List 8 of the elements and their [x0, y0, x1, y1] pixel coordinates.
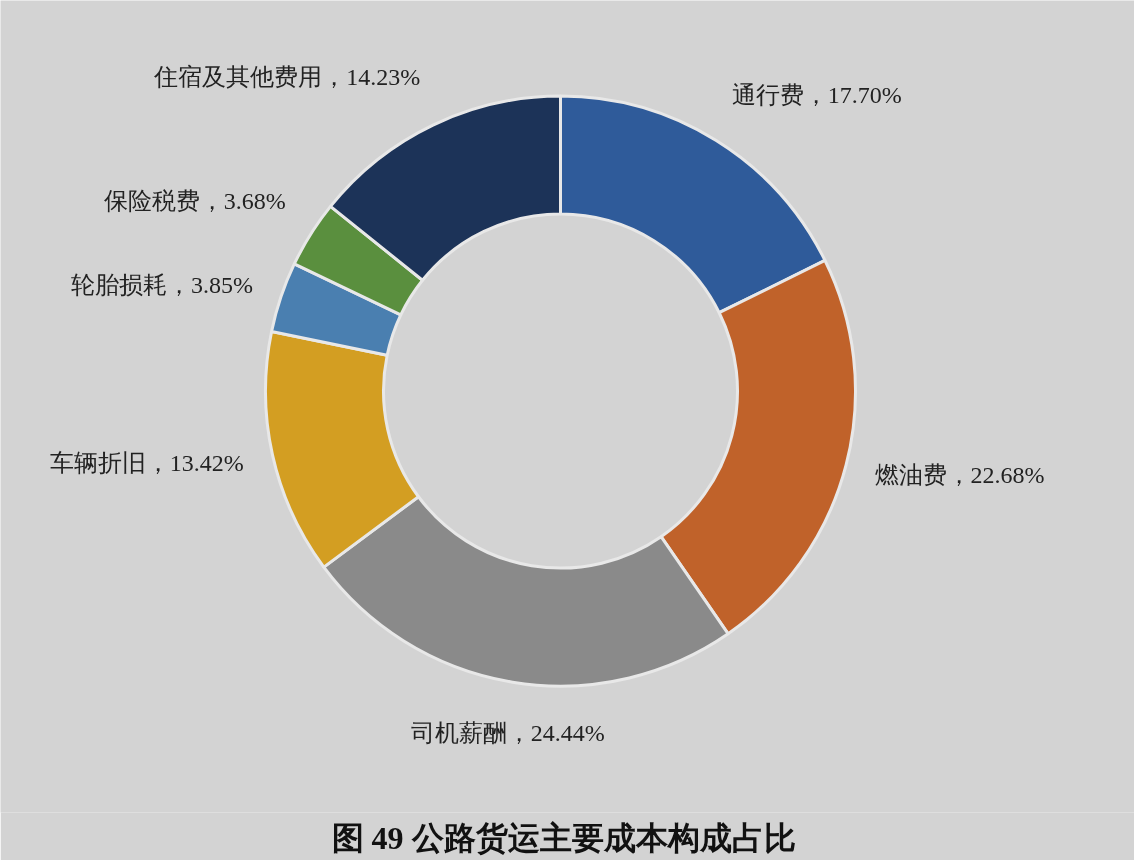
slice-label: 保险税费，3.68%	[103, 187, 286, 214]
slice-label: 司机薪酬，24.44%	[410, 720, 605, 747]
slice-label: 轮胎损耗，3.85%	[70, 271, 253, 298]
text: 图 49 公路货运主要成本构成占比	[331, 819, 796, 856]
slice-label: 车辆折旧，13.42%	[49, 450, 244, 477]
slice-label: 燃油费，22.68%	[874, 461, 1045, 488]
slice-label: 住宿及其他费用，14.23%	[153, 64, 421, 91]
slice-label: 通行费，17.70%	[731, 81, 902, 108]
